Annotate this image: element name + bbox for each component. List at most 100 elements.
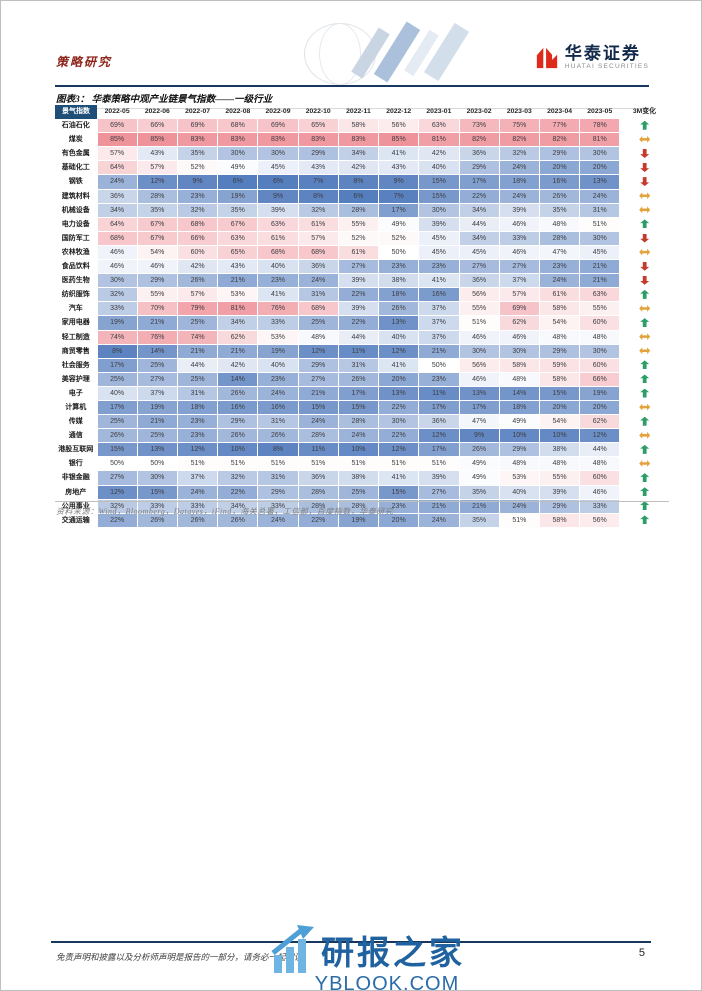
heat-cell: 36% [418,414,460,430]
heat-cell: 48% [297,329,339,345]
change-header: 3M变化 [632,108,656,116]
heat-cell: 50% [136,456,178,472]
heat-cell: 25% [136,357,178,373]
heat-cell: 34% [96,202,138,218]
heat-cell: 44% [579,442,621,458]
heat-cell: 39% [418,216,460,232]
heat-cell: 52% [176,160,219,176]
heat-cell: 20% [538,160,581,176]
industry-label: 纺织服饰 [61,291,90,299]
heat-cell: 51% [378,456,420,472]
heat-cell: 68% [176,216,219,232]
heat-cell: 23% [378,259,420,275]
heat-cell: 12% [297,343,339,359]
heat-cell: 24% [337,428,380,444]
heat-cell: 57% [498,287,540,303]
heat-cell: 24% [297,273,339,289]
heat-cell: 34% [458,230,500,246]
down-arrow-icon [640,233,650,243]
heat-cell: 83% [297,132,339,148]
heat-cell: 11% [337,343,380,359]
table-row: 家用电器 19% 21% 25% 34% 33% 25% 22% 13% 37% 51% 62% 54%… [55,315,669,331]
heat-cell: 27% [337,259,380,275]
heat-cell: 15% [538,385,581,401]
change-cell [620,415,669,429]
heat-cell: 40% [257,357,299,373]
heat-cell: 24% [498,498,540,514]
heat-cell: 58% [337,118,380,134]
heat-cell: 60% [579,470,621,486]
heat-cell: 49% [378,216,420,232]
heat-cell: 62% [579,414,621,430]
change-cell [620,119,669,133]
up-arrow-icon [640,374,650,384]
heat-cell: 26% [538,188,581,204]
heat-cell: 45% [458,244,500,261]
flat-arrow-icon [639,135,651,143]
month-header: 2022-10 [305,108,331,115]
change-cell [620,513,669,527]
heat-cell: 10% [217,442,259,458]
flat-arrow-icon [639,305,651,312]
industry-label: 传媒 [68,418,83,426]
heat-cell: 37% [136,385,178,401]
heat-cell: 20% [378,371,420,387]
heat-cell: 61% [538,287,581,303]
heat-cell: 17% [96,399,138,416]
month-header: 2022-06 [144,108,170,115]
heat-cell: 11% [297,442,339,458]
industry-label: 社会服务 [61,361,90,369]
heat-cell: 43% [378,160,420,176]
change-cell [620,217,669,231]
heat-cell: 30% [579,343,621,359]
heat-cell: 74% [176,329,219,345]
heat-cell: 76% [136,329,178,345]
heat-cell: 64% [96,216,138,232]
heat-cell: 38% [538,442,581,458]
heat-cell: 67% [136,230,178,246]
industry-label: 计算机 [65,403,87,411]
corner-header: 景气指数 [55,105,98,119]
change-cell [620,358,669,372]
heat-cell: 33% [136,498,178,514]
heat-cell: 39% [498,202,540,218]
heat-cell: 28% [297,484,339,500]
down-arrow-icon [640,261,650,271]
heat-cell: 24% [418,512,460,528]
watermark: 研报之家 YBLOOK.COM [269,925,465,990]
heat-cell: 6% [217,174,259,190]
heat-cell: 64% [96,160,138,176]
heat-cell: 27% [297,371,339,387]
heat-cell: 29% [498,442,540,458]
heat-cell: 17% [418,399,460,416]
heat-cell: 28% [337,202,380,218]
heat-cell: 39% [337,273,380,289]
heat-cell: 20% [538,399,581,416]
change-cell [620,161,669,175]
heat-cell: 34% [337,146,380,162]
table-row: 食品饮料 46% 46% 42% 43% 40% 36% 27% 23% 23% 27% 27% 23%… [55,259,669,275]
heat-cell: 39% [418,470,460,486]
huatai-logo-icon [536,47,558,68]
heat-cell: 59% [538,357,581,373]
heat-cell: 63% [257,216,299,232]
heat-cell: 40% [96,385,138,401]
heat-cell: 56% [458,287,500,303]
up-arrow-icon [640,289,650,299]
heat-cell: 36% [297,470,339,486]
heat-cell: 69% [257,118,299,134]
heat-cell: 14% [498,385,540,401]
heat-cell: 60% [579,315,621,331]
heat-cell: 24% [538,273,581,289]
heat-cell: 70% [136,301,178,317]
table-row: 公用事业 32% 33% 33% 34% 33% 28% 28% 23% 21% 21% 24% 29%… [55,498,669,514]
heat-cell: 69% [498,301,540,317]
change-cell [620,245,669,259]
heat-cell: 31% [297,287,339,303]
table-bottom-divider [55,501,669,502]
heat-cell: 18% [498,399,540,416]
heat-cell: 12% [176,442,219,458]
month-header: 2022-11 [346,108,371,115]
heat-cell: 16% [257,399,299,416]
heat-cell: 33% [257,315,299,331]
